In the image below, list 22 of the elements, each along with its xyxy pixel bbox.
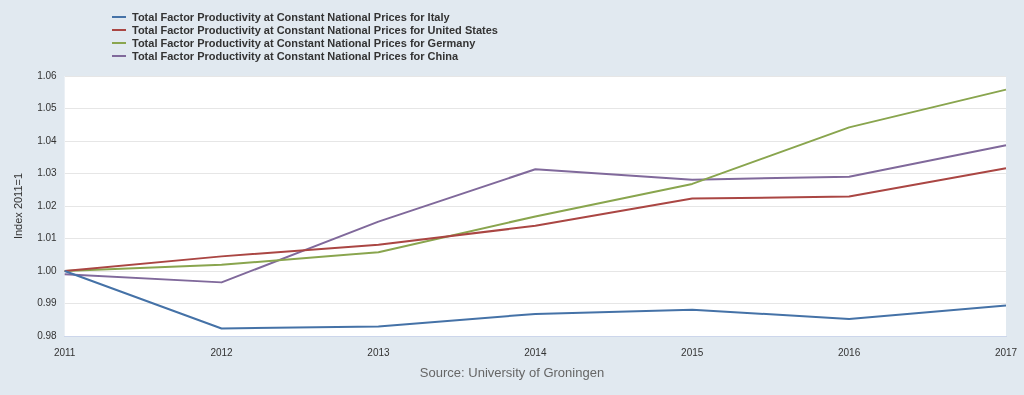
y-tick-label: 0.98 [37,329,58,341]
y-tick-label: 1.04 [37,134,58,146]
source-note: Source: University of Groningen [418,365,606,380]
legend-label: Total Factor Productivity at Constant National Prices for Germany [132,36,476,49]
y-tick-label: 1.05 [37,102,58,114]
legend-label: Total Factor Productivity at Constant National Prices for Italy [132,10,450,23]
x-tick-label: 2015 [681,346,704,358]
x-tick-label: 2014 [524,346,547,358]
y-tick-label: 1.06 [37,69,58,81]
y-tick-label: 1.00 [37,264,58,276]
y-tick-label: 0.99 [37,297,58,309]
y-tick-label: 1.02 [37,199,58,211]
x-tick-label: 2013 [367,346,390,358]
legend-label: Total Factor Productivity at Constant National Prices for United States [132,23,498,36]
x-tick-label: 2017 [994,346,1018,358]
y-tick-label: 1.03 [37,167,58,179]
x-tick-label: 2011 [53,346,76,358]
y-axis-title: Index 2011=1 [11,172,24,240]
legend-label: Total Factor Productivity at Constant National Prices for China [132,49,459,62]
x-tick-label: 2016 [837,346,861,358]
x-tick-label: 2012 [210,346,234,358]
y-tick-label: 1.01 [37,232,58,244]
